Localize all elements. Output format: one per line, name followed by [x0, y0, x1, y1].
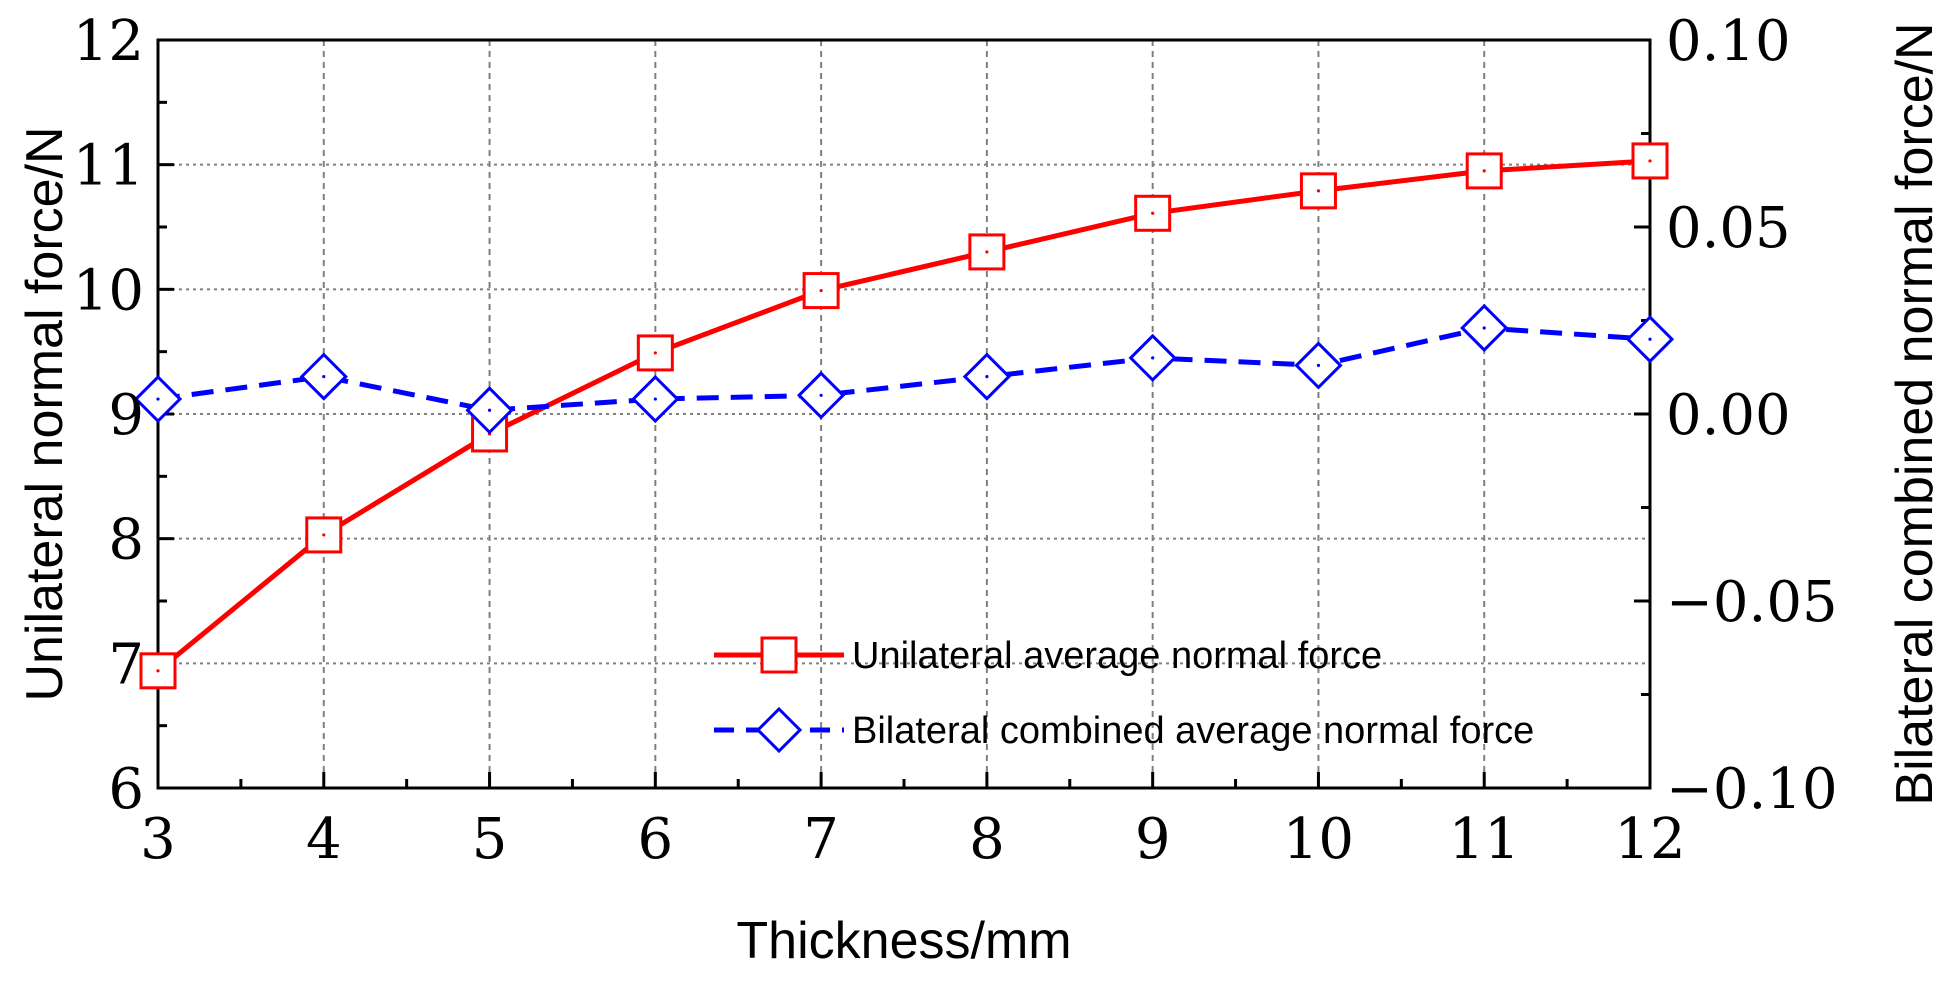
y-left-tick-label: 11	[73, 134, 144, 199]
x-tick-label: 3	[140, 807, 176, 872]
data-point-center	[819, 288, 823, 293]
data-point-center	[1482, 169, 1486, 173]
y-left-tick-label: 6	[108, 757, 144, 822]
data-point-center	[156, 669, 160, 673]
axis-ticks	[156, 38, 1652, 790]
x-tick-label: 7	[803, 807, 839, 872]
data-point-center	[1316, 189, 1321, 193]
data-point-center	[322, 375, 326, 379]
y-right-tick-label: −0.10	[1666, 757, 1838, 822]
y-right-tick-label: 0.10	[1666, 9, 1791, 74]
y-left-tick-label: 9	[108, 383, 144, 448]
data-point-center	[1151, 211, 1155, 215]
legend-label-bilateral: Bilateral combined average normal force	[852, 710, 1534, 752]
x-tick-label: 4	[306, 807, 342, 872]
y-left-tick-label: 10	[73, 258, 144, 323]
data-point-center	[156, 397, 160, 401]
data-point-center	[487, 408, 492, 412]
x-tick-label: 9	[1135, 807, 1171, 872]
legend-label-unilateral: Unilateral average normal force	[852, 635, 1382, 677]
y-left-tick-label: 8	[108, 508, 144, 573]
data-point-center	[322, 533, 326, 537]
data-point-center	[1648, 337, 1652, 341]
series-line-0	[156, 158, 1651, 673]
data-point-center	[1482, 326, 1486, 330]
y-right-tick-label: 0.05	[1666, 196, 1791, 261]
y-axis-title-left: Unilateral normal force/N	[16, 126, 74, 701]
legend: Unilateral average normal force Bilatera…	[714, 635, 1534, 754]
data-point-center	[819, 393, 823, 397]
tick-labels: 3 4 5 6 7 8 9 10 11 126789101112−0.10−0.050.000.0…	[73, 9, 1838, 872]
x-axis-title: Thickness/mm	[736, 912, 1071, 970]
data-point-square	[1465, 152, 1503, 190]
x-tick-label: 10	[1283, 807, 1354, 872]
series	[133, 142, 1675, 690]
data-point-center	[653, 397, 657, 401]
data-point-center	[653, 351, 657, 355]
x-tick-label: 6	[638, 807, 674, 872]
legend-marker-bilateral	[755, 706, 803, 754]
y-left-tick-label: 12	[73, 9, 144, 74]
data-point-center	[985, 375, 989, 379]
y-left-tick-label: 7	[108, 632, 144, 697]
y-right-tick-label: 0.00	[1666, 383, 1791, 448]
legend-marker-unilateral	[760, 636, 798, 674]
x-tick-label: 5	[472, 807, 508, 872]
y-right-tick-label: −0.05	[1666, 570, 1838, 635]
x-tick-label: 8	[969, 807, 1005, 872]
x-tick-label: 12	[1614, 807, 1685, 872]
data-point-center	[1648, 159, 1652, 163]
x-tick-label: 11	[1449, 807, 1520, 872]
series-line-1	[157, 325, 1651, 413]
data-point-center	[1316, 363, 1321, 367]
data-point-center	[985, 250, 989, 254]
y-axis-title-right: Bilateral combined normal force/N	[1886, 22, 1944, 805]
data-point-center	[1151, 356, 1155, 360]
